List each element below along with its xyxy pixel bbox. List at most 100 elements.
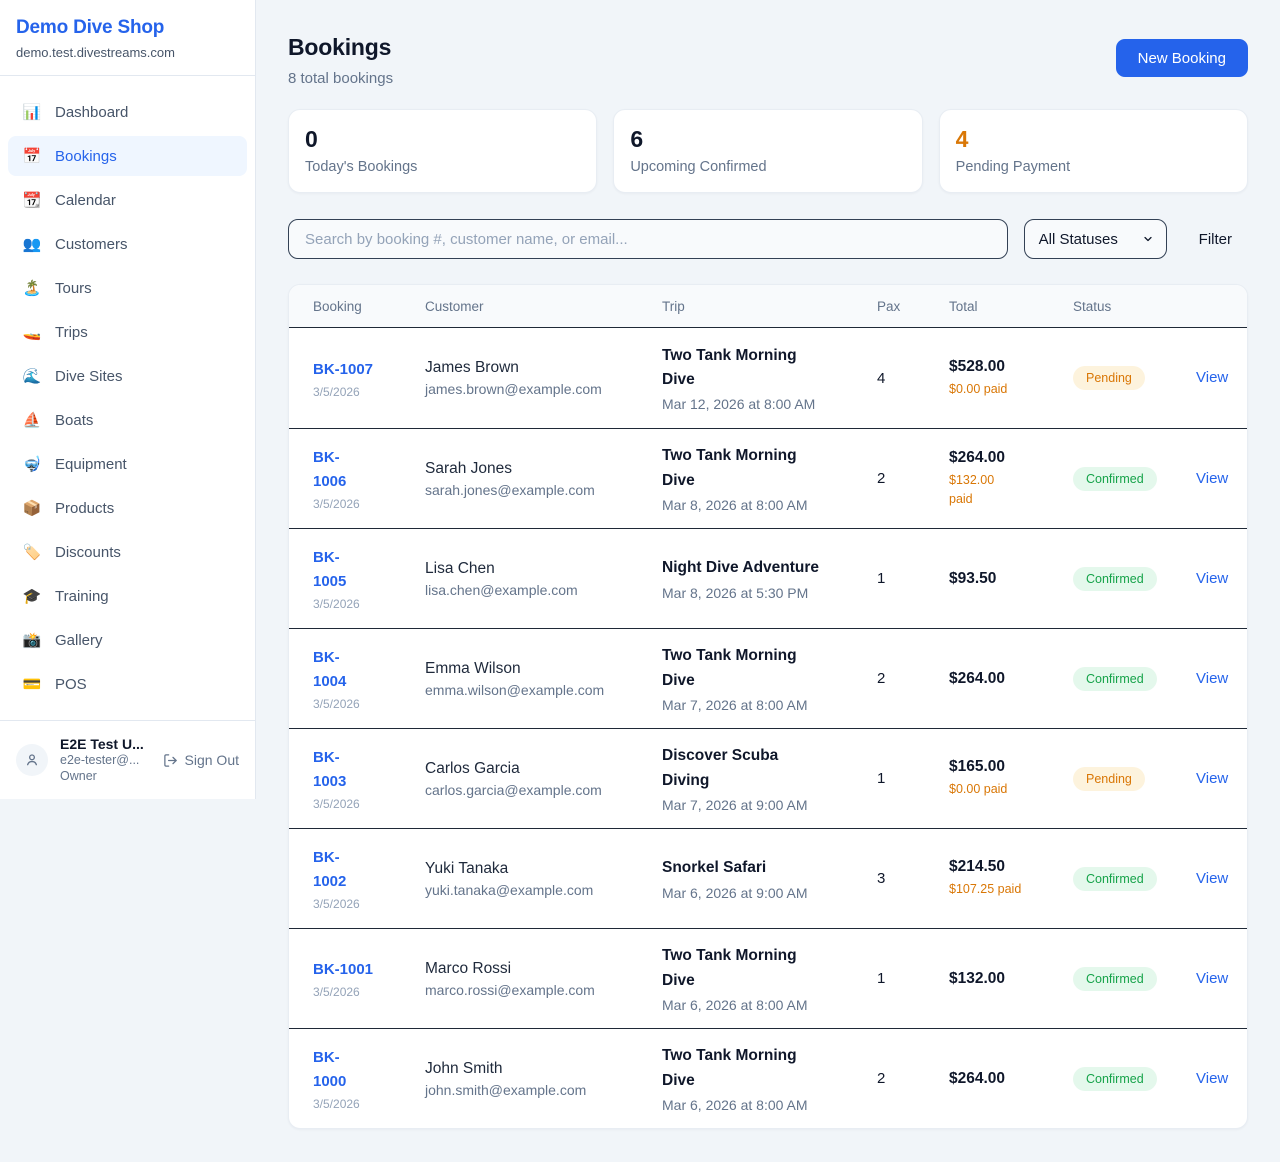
trip-name: Discover Scuba Diving: [662, 747, 779, 789]
sidebar-item-label: Bookings: [55, 147, 117, 165]
view-link[interactable]: View: [1196, 869, 1229, 887]
trip-name: Two Tank Morning Dive: [662, 1047, 797, 1089]
column-header-trip: Trip: [662, 298, 685, 314]
sidebar-item-label: Training: [55, 587, 109, 605]
filter-button[interactable]: Filter: [1183, 231, 1248, 248]
booking-id-link[interactable]: BK-1007: [313, 360, 374, 378]
status-cell: Pending: [1073, 366, 1196, 390]
sidebar-item[interactable]: 🏷️ Discounts: [8, 532, 247, 572]
booking-date: 3/5/2026: [313, 697, 360, 711]
chevron-down-icon: [1142, 233, 1154, 245]
booking-id-link[interactable]: BK- 1000: [313, 1049, 347, 1090]
sidebar-item[interactable]: 🌊 Dive Sites: [8, 356, 247, 396]
sidebar-nav: 📊 Dashboard 📅 Bookings 📆 Calendar 👥 Cust…: [0, 76, 255, 720]
view-link[interactable]: View: [1196, 769, 1229, 787]
paid-amount: $107.25 paid: [949, 882, 1022, 897]
customer-cell: Emma Wilson emma.wilson@example.com: [425, 660, 662, 698]
actions-cell: View: [1196, 369, 1246, 387]
stat-value: 0: [305, 126, 318, 152]
customer-email: yuki.tanaka@example.com: [425, 881, 594, 898]
booking-id-link[interactable]: BK- 1004: [313, 649, 347, 690]
trip-cell: Two Tank Morning Dive Mar 12, 2026 at 8:…: [662, 344, 877, 412]
total-cell: $132.00: [949, 970, 1073, 988]
customer-cell: Carlos Garcia carlos.garcia@example.com: [425, 760, 662, 798]
view-link[interactable]: View: [1196, 469, 1229, 487]
sidebar-item[interactable]: 💳 POS: [8, 664, 247, 704]
sidebar-item-icon: 📦: [22, 499, 42, 517]
status-filter-select[interactable]: All Statuses: [1023, 219, 1167, 259]
booking-id-link[interactable]: BK-1001: [313, 961, 374, 978]
customer-name: Marco Rossi: [425, 959, 512, 977]
sign-out-button[interactable]: Sign Out: [163, 752, 239, 768]
column-header-booking: Booking: [313, 298, 362, 314]
sidebar-item[interactable]: ⛵ Boats: [8, 400, 247, 440]
stat-value: 4: [955, 126, 969, 152]
customer-cell: James Brown james.brown@example.com: [425, 359, 662, 397]
stat-label: Pending Payment: [955, 159, 1071, 175]
view-link[interactable]: View: [1196, 369, 1229, 386]
pax-cell: 4: [877, 369, 886, 387]
paid-amount: $0.00 paid: [949, 381, 1008, 396]
sidebar-item-label: Dive Sites: [55, 367, 123, 385]
total-cell: $528.00 $0.00 paid: [949, 358, 1073, 399]
trip-datetime: Mar 8, 2026 at 5:30 PM: [662, 584, 809, 601]
booking-cell: BK- 1002 3/5/2026: [313, 846, 425, 911]
booking-date: 3/5/2026: [313, 497, 360, 511]
paid-amount: $0.00 paid: [949, 782, 1008, 797]
booking-row: BK- 1006 3/5/2026 Sarah Jones sarah.jone…: [289, 428, 1247, 528]
customer-name: Lisa Chen: [425, 559, 495, 577]
view-link[interactable]: View: [1196, 969, 1229, 987]
trip-datetime: Mar 7, 2026 at 8:00 AM: [662, 696, 808, 713]
sidebar-item[interactable]: 📅 Bookings: [8, 136, 247, 176]
sidebar-item[interactable]: 🚤 Trips: [8, 312, 247, 352]
sidebar-item-label: Trips: [55, 323, 88, 341]
pax-cell: 2: [877, 670, 886, 687]
search-input[interactable]: [288, 219, 1008, 259]
sidebar-item[interactable]: 📦 Products: [8, 488, 247, 528]
booking-date: 3/5/2026: [313, 1097, 360, 1111]
sidebar-item[interactable]: 📆 Calendar: [8, 180, 247, 220]
view-link[interactable]: View: [1196, 669, 1229, 687]
booking-id-link[interactable]: BK- 1003: [313, 749, 347, 790]
trip-cell: Two Tank Morning Dive Mar 6, 2026 at 8:0…: [662, 1044, 877, 1112]
booking-row: BK- 1003 3/5/2026 Carlos Garcia carlos.g…: [289, 728, 1247, 828]
sidebar-item-icon: 🏝️: [22, 279, 42, 297]
column-header-status: Status: [1073, 298, 1112, 314]
sidebar-item-label: Customers: [55, 235, 128, 253]
avatar: [16, 744, 48, 776]
user-info: E2E Test U... e2e-tester@... Owner: [60, 736, 151, 785]
table-header-row: Booking Customer Trip Pax Total Status: [289, 285, 1247, 328]
booking-id-link[interactable]: BK- 1002: [313, 849, 347, 890]
actions-cell: View: [1196, 570, 1246, 588]
view-link[interactable]: View: [1196, 1069, 1229, 1087]
customer-cell: Lisa Chen lisa.chen@example.com: [425, 560, 662, 598]
booking-cell: BK- 1003 3/5/2026: [313, 746, 425, 811]
sidebar-item-label: Boats: [55, 411, 94, 429]
stat-label: Today's Bookings: [305, 159, 418, 175]
total-amount: $93.50: [949, 569, 997, 587]
customer-email: carlos.garcia@example.com: [425, 781, 602, 798]
view-link[interactable]: View: [1196, 569, 1229, 587]
total-amount: $264.00: [949, 448, 1006, 466]
booking-row: BK- 1000 3/5/2026 John Smith john.smith@…: [289, 1028, 1247, 1128]
customer-email: marco.rossi@example.com: [425, 981, 595, 998]
status-badge: Confirmed: [1073, 566, 1157, 591]
sidebar-item-icon: 🏷️: [22, 543, 42, 561]
sidebar-item[interactable]: 🤿 Equipment: [8, 444, 247, 484]
sidebar-item[interactable]: 📸 Gallery: [8, 620, 247, 660]
booking-cell: BK- 1006 3/5/2026: [313, 446, 425, 511]
sidebar-item[interactable]: 🏝️ Tours: [8, 268, 247, 308]
status-cell: Pending: [1073, 766, 1196, 791]
stat-card: 4 Pending Payment: [938, 109, 1248, 193]
table-body: BK-1007 3/5/2026 James Brown james.brown…: [289, 328, 1247, 1128]
booking-id-link[interactable]: BK- 1005: [313, 549, 347, 590]
status-badge: Confirmed: [1073, 466, 1157, 491]
booking-id-link[interactable]: BK- 1006: [313, 449, 347, 490]
sidebar-item[interactable]: 📊 Dashboard: [8, 92, 247, 132]
pax-cell: 1: [877, 770, 886, 787]
new-booking-button[interactable]: New Booking: [1115, 39, 1248, 77]
sidebar-item[interactable]: 👥 Customers: [8, 224, 247, 264]
trip-datetime: Mar 7, 2026 at 9:00 AM: [662, 796, 808, 813]
sidebar-item[interactable]: 🎓 Training: [8, 576, 247, 616]
sidebar-item-label: Products: [55, 499, 115, 517]
